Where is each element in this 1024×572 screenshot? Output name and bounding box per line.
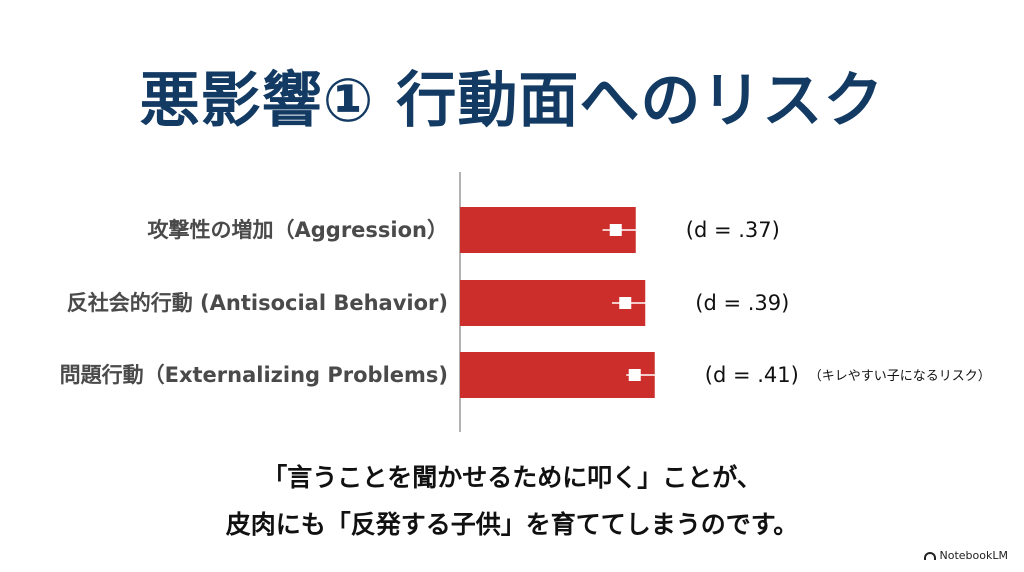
- caption-line-1: 「言うことを聞かせるために叩く」ことが、: [262, 463, 762, 492]
- value-label-2: (d = .41): [705, 363, 799, 387]
- value-label-1: (d = .39): [695, 291, 789, 315]
- annotation-2: （キレやすい子になるリスク）: [809, 369, 991, 384]
- value-label-0: (d = .37): [686, 218, 780, 242]
- category-label-0: 攻撃性の増加（Aggression）: [148, 218, 449, 242]
- point-estimate-1: [619, 297, 632, 309]
- category-label-2: 問題行動（Externalizing Problems): [60, 363, 448, 387]
- notebooklm-logo-icon: [923, 551, 936, 560]
- point-estimate-2: [628, 369, 641, 381]
- category-label-1: 反社会的行動 (Antisocial Behavior): [67, 291, 448, 315]
- brand-label: NotebookLM: [939, 549, 1008, 562]
- caption-line-2: 皮肉にも「反発する子供」を育ててしまうのです。: [225, 510, 799, 539]
- effect-size-bar-chart: 攻撃性の増加（Aggression） (d = .37) 反社会的行動 (Antis…: [60, 172, 991, 432]
- page-title: 悪影響① 行動面へのリスク: [139, 66, 885, 136]
- brand-watermark: NotebookLM: [923, 549, 1008, 562]
- point-estimate-0: [609, 224, 622, 236]
- bar-2: [460, 352, 655, 398]
